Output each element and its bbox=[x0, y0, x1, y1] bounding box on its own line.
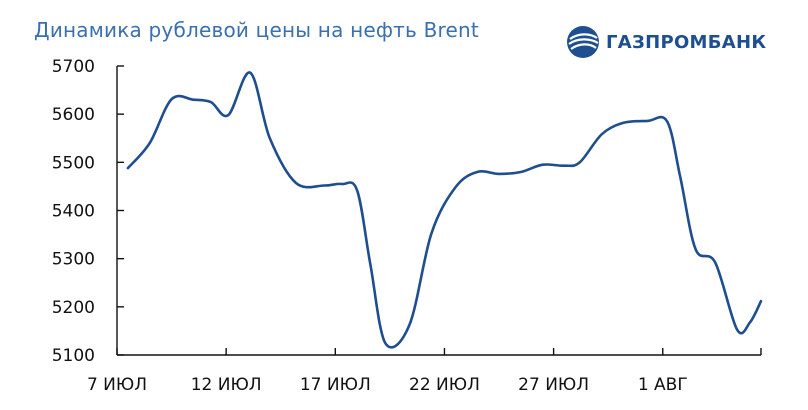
gazprombank-globe-icon bbox=[567, 26, 599, 58]
x-tick-label: 22 ИЮЛ bbox=[409, 375, 480, 395]
y-tick-label: 5600 bbox=[52, 105, 95, 125]
x-tick-label: 12 ИЮЛ bbox=[191, 375, 262, 395]
y-tick-label: 5300 bbox=[52, 250, 95, 270]
brand-name: ГАЗПРОМБАНК bbox=[606, 31, 767, 53]
y-tick-label: 5200 bbox=[52, 298, 95, 318]
x-tick-label: 1 АВГ bbox=[638, 375, 688, 395]
brand-logo: ГАЗПРОМБАНК bbox=[566, 25, 766, 59]
series-group bbox=[126, 71, 763, 349]
series-line-0 bbox=[126, 71, 763, 349]
x-tick-label: 17 ИЮЛ bbox=[300, 375, 371, 395]
x-tick-label: 27 ИЮЛ bbox=[518, 375, 589, 395]
x-axis: 7 ИЮЛ 12 ИЮЛ 17 ИЮЛ 22 ИЮЛ 27 ИЮЛ 1 АВГ bbox=[87, 348, 762, 395]
x-tick-label: 7 ИЮЛ bbox=[87, 375, 147, 395]
y-tick-label: 5400 bbox=[52, 202, 95, 222]
y-tick-label: 5100 bbox=[52, 346, 95, 366]
y-tick-label: 5700 bbox=[52, 57, 95, 77]
y-axis: 5100 5200 5300 5400 5500 5600 5700 bbox=[52, 57, 124, 366]
y-tick-label: 5500 bbox=[52, 153, 95, 173]
chart-title: Динамика рублевой цены на нефть Brent bbox=[34, 18, 479, 42]
